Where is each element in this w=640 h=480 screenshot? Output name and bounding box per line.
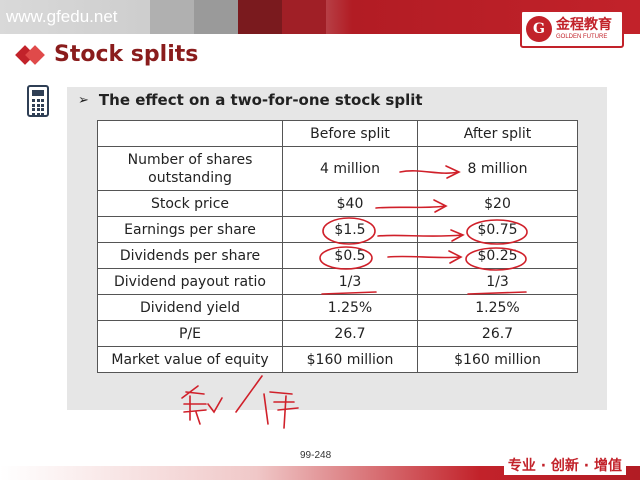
company-logo: G 金程教育 GOLDEN FUTURE bbox=[520, 10, 624, 48]
logo-chinese-name: 金程教育 bbox=[556, 17, 612, 33]
logo-english-name: GOLDEN FUTURE bbox=[556, 34, 608, 40]
before-value: 26.7 bbox=[282, 320, 418, 347]
table-row: Stock price $40 $20 bbox=[97, 190, 578, 217]
table-row: Market value of equity $160 million $160… bbox=[97, 346, 578, 373]
table-row: Dividends per share $0.5 $0.25 bbox=[97, 242, 578, 269]
after-value: 1.25% bbox=[417, 294, 578, 321]
after-value: $0.25 bbox=[417, 242, 578, 269]
table-row: P/E 26.7 26.7 bbox=[97, 320, 578, 347]
table-header-cell: Before split bbox=[282, 120, 418, 147]
table-row: Number of shares outstanding 4 million 8… bbox=[97, 146, 578, 191]
slide-title-row: Stock splits bbox=[15, 42, 199, 67]
before-value: $40 bbox=[282, 190, 418, 217]
row-label: Dividend yield bbox=[97, 294, 283, 321]
table-row: Dividend payout ratio 1/3 1/3 bbox=[97, 268, 578, 295]
table-header-row: Before split After split bbox=[97, 120, 578, 147]
logo-mark-icon: G bbox=[526, 16, 552, 42]
before-value: $0.5 bbox=[282, 242, 418, 269]
banner-color-blocks bbox=[150, 0, 326, 34]
before-value: $160 million bbox=[282, 346, 418, 373]
slide-title: Stock splits bbox=[54, 42, 199, 67]
footer-slogan: 专业 · 创新 · 增值 bbox=[503, 455, 626, 475]
calculator-icon bbox=[27, 85, 49, 117]
after-value: $20 bbox=[417, 190, 578, 217]
bullet-text: The effect on a two-for-one stock split bbox=[98, 91, 423, 109]
before-value: 1/3 bbox=[282, 268, 418, 295]
row-label: Dividends per share bbox=[97, 242, 283, 269]
table-header-cell: After split bbox=[417, 120, 578, 147]
table-row: Dividend yield 1.25% 1.25% bbox=[97, 294, 578, 321]
row-label: Market value of equity bbox=[97, 346, 283, 373]
table-row: Earnings per share $1.5 $0.75 bbox=[97, 216, 578, 243]
after-value: 26.7 bbox=[417, 320, 578, 347]
row-label: Dividend payout ratio bbox=[97, 268, 283, 295]
after-value: 1/3 bbox=[417, 268, 578, 295]
bullet-point: ➢ The effect on a two-for-one stock spli… bbox=[78, 91, 423, 109]
row-label: P/E bbox=[97, 320, 283, 347]
before-value: $1.5 bbox=[282, 216, 418, 243]
before-value: 1.25% bbox=[282, 294, 418, 321]
row-label: Earnings per share bbox=[97, 216, 283, 243]
site-url: www.gfedu.net bbox=[6, 7, 118, 26]
after-value: $0.75 bbox=[417, 216, 578, 243]
stock-split-table: Before split After split Number of share… bbox=[97, 120, 578, 373]
after-value: $160 million bbox=[417, 346, 578, 373]
row-label: Stock price bbox=[97, 190, 283, 217]
after-value: 8 million bbox=[417, 146, 578, 191]
table-header-cell bbox=[97, 120, 283, 147]
page-number: 99-248 bbox=[300, 450, 332, 461]
row-label: Number of shares outstanding bbox=[97, 146, 283, 191]
arrow-bullet-icon: ➢ bbox=[78, 92, 89, 108]
before-value: 4 million bbox=[282, 146, 418, 191]
footer-bar bbox=[0, 466, 640, 480]
